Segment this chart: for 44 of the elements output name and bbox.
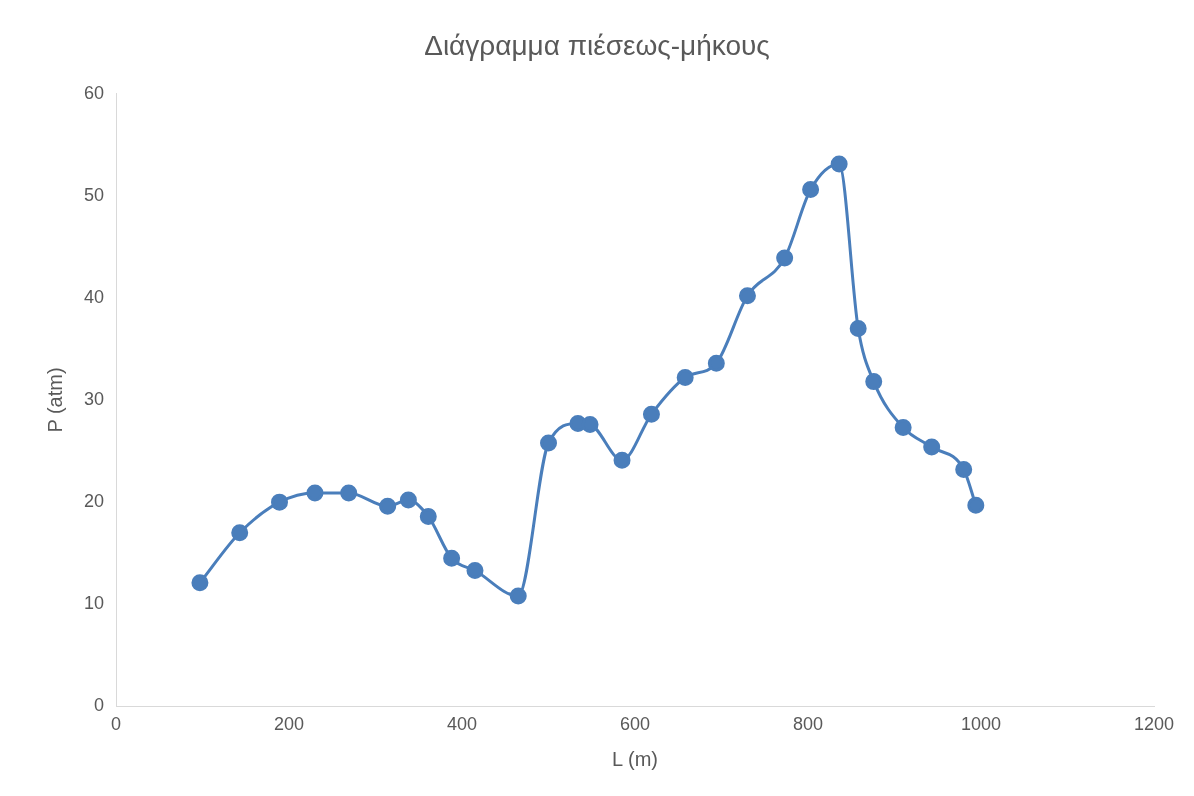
y-tick-label: 0 — [94, 695, 105, 716]
point — [776, 249, 794, 267]
point — [306, 484, 324, 502]
point — [231, 524, 249, 542]
y-tick-label: 10 — [83, 593, 105, 614]
point — [955, 460, 973, 478]
point — [540, 434, 558, 452]
point — [642, 405, 660, 423]
point — [802, 181, 820, 199]
point — [340, 484, 358, 502]
y-tick-label: 20 — [83, 491, 105, 512]
x-tick-label: 200 — [273, 714, 305, 735]
point — [443, 549, 461, 567]
chart-title: Διάγραμμα πιέσεως-μήκους — [424, 29, 770, 61]
x-tick-label: 1200 — [1133, 714, 1175, 735]
point — [707, 354, 725, 372]
point — [191, 574, 209, 592]
point — [967, 496, 985, 514]
point — [419, 507, 437, 525]
point — [613, 451, 631, 469]
point — [894, 419, 912, 437]
y-tick-label: 60 — [83, 82, 105, 103]
point — [923, 438, 941, 456]
point — [676, 369, 694, 387]
point — [865, 373, 883, 391]
x-tick-label: 800 — [792, 714, 824, 735]
x-tick-label: 0 — [111, 714, 122, 735]
x-tick-label: 600 — [619, 714, 651, 735]
x-tick-label: 400 — [446, 714, 478, 735]
point — [509, 587, 527, 605]
y-tick-label: 40 — [83, 286, 105, 307]
x-axis-title: L (m) — [612, 747, 658, 770]
point — [849, 320, 867, 338]
point — [466, 562, 484, 580]
point — [271, 493, 288, 511]
y-axis-title: P (atm) — [43, 367, 66, 433]
point — [379, 497, 397, 515]
point — [830, 155, 848, 173]
point — [581, 416, 599, 434]
x-tick-label: 1000 — [960, 714, 1002, 735]
y-tick-label: 30 — [83, 388, 105, 409]
point — [738, 287, 756, 305]
point — [399, 491, 417, 509]
y-tick-label: 50 — [83, 184, 105, 205]
